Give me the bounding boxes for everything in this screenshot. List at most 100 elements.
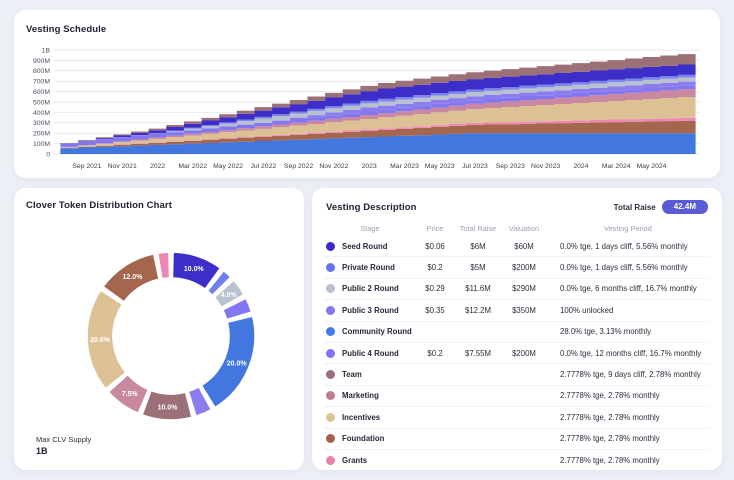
stage-vesting-period: 0.0% tge, 6 months cliff, 16.7% monthly	[560, 284, 697, 294]
area-series-seed-round[interactable]	[60, 64, 696, 144]
stage-color-dot	[326, 241, 335, 251]
token-distribution-title: Clover Token Distribution Chart	[26, 200, 172, 211]
stage-color-dot	[326, 305, 335, 315]
svg-text:Nov 2021: Nov 2021	[108, 163, 137, 170]
svg-text:7.5%: 7.5%	[122, 391, 139, 398]
donut-slice-public-4-round[interactable]	[187, 386, 213, 417]
stage-price: $0.29	[425, 284, 445, 294]
vesting-schedule-title: Vesting Schedule	[26, 24, 107, 35]
stage-total-raise: $11.6M	[465, 284, 491, 294]
stage-name: Incentives	[342, 412, 381, 422]
vesting-description-header: Vesting Description Total Raise 42.4M	[312, 188, 722, 220]
stage-price: $0.2	[427, 348, 443, 358]
svg-text:500M: 500M	[33, 99, 50, 106]
donut-slice-team[interactable]	[141, 389, 193, 421]
stage-vesting-period: 28.0% tge, 3.13% monthly	[560, 327, 652, 337]
table-row: Grants 2.7778% tge, 2.78% monthly	[326, 450, 708, 470]
donut-slice-private-round[interactable]	[206, 269, 232, 297]
svg-text:Sep 2022: Sep 2022	[284, 163, 313, 170]
svg-text:2024: 2024	[573, 163, 588, 170]
stage-color-dot	[326, 370, 335, 380]
stage-vesting-period: 2.7778% tge, 2.78% monthly	[560, 391, 660, 401]
donut-slice-foundation[interactable]	[102, 253, 160, 303]
stage-price: $0.35	[425, 305, 445, 315]
svg-text:1B: 1B	[42, 47, 51, 54]
svg-text:800M: 800M	[33, 68, 50, 75]
svg-text:2022: 2022	[150, 163, 165, 170]
svg-text:12.0%: 12.0%	[122, 274, 143, 281]
table-row: Team 2.7778% tge, 9 days cliff, 2.78% mon…	[326, 364, 708, 386]
svg-text:Nov 2023: Nov 2023	[531, 163, 560, 170]
stage-vesting-period: 0.0% tge, 12 months cliff, 16.7% monthly	[560, 348, 702, 358]
svg-text:Mar 2022: Mar 2022	[178, 163, 207, 170]
column-header-total-raise: Total Raise	[459, 223, 497, 233]
stage-vesting-period: 0.0% tge, 1 days cliff, 5.56% monthly	[560, 241, 688, 251]
area-series-grants[interactable]	[60, 117, 696, 148]
area-series-public-2-round[interactable]	[60, 77, 696, 144]
stage-color-dot	[326, 391, 335, 401]
donut-slice-public-2-round[interactable]	[213, 279, 245, 309]
svg-text:600M: 600M	[33, 89, 50, 96]
stage-vesting-period: 2.7778% tge, 2.78% monthly	[560, 434, 660, 444]
stage-name: Team	[342, 370, 362, 380]
stage-total-raise: $6M	[470, 241, 486, 251]
svg-text:10.0%: 10.0%	[158, 404, 179, 411]
stage-color-dot	[326, 284, 335, 294]
donut-slice-public-3-round[interactable]	[221, 297, 253, 321]
column-header-price: Price	[426, 223, 444, 233]
vesting-schedule-card: Vesting Schedule 0 100M 200M 300M 400M 500M 60…	[14, 10, 720, 178]
stage-name: Foundation	[342, 434, 385, 444]
stage-color-dot	[326, 348, 335, 358]
vesting-schedule-chart[interactable]: 0 100M 200M 300M 400M 500M 600M 700M 800M 900M 1B S…	[22, 36, 712, 176]
token-distribution-card: Clover Token Distribution Chart 10.0% 4.0…	[14, 188, 304, 470]
max-supply-block: Max CLV Supply 1B	[36, 435, 91, 456]
total-raise-wrap: Total Raise 42.4M	[614, 200, 708, 214]
donut-slice-grants[interactable]	[156, 251, 171, 280]
stage-valuation: $290M	[512, 284, 536, 294]
svg-text:Mar 2023: Mar 2023	[390, 163, 419, 170]
column-header-valuation: Valuation	[508, 223, 540, 233]
stage-name: Grants	[342, 455, 368, 465]
svg-text:0: 0	[46, 151, 50, 158]
area-series-public-3-round[interactable]	[60, 85, 696, 147]
stage-valuation: $200M	[512, 263, 536, 273]
svg-text:2023: 2023	[362, 163, 377, 170]
donut-slice-marketing[interactable]	[107, 373, 150, 415]
area-series-marketing[interactable]	[60, 89, 696, 148]
stage-vesting-period: 2.7778% tge, 2.78% monthly	[560, 412, 660, 422]
table-row: Public 4 Round $0.2 $7.55M $200M 0.0% tge, 1…	[326, 343, 708, 365]
area-series-public-4-round[interactable]	[60, 81, 696, 144]
table-row: Community Round 28.0% tge, 3.13% monthly	[326, 322, 708, 343]
stage-total-raise: $5M	[470, 263, 486, 273]
svg-text:May 2024: May 2024	[637, 163, 667, 170]
area-series-community-round[interactable]	[60, 133, 696, 154]
donut-slice-community-round[interactable]	[200, 315, 256, 409]
stage-color-dot	[326, 434, 335, 444]
area-series-incentives[interactable]	[60, 97, 696, 148]
stage-name: Public 2 Round	[342, 284, 399, 294]
svg-text:Mar 2024: Mar 2024	[602, 163, 631, 170]
svg-text:4.0%: 4.0%	[221, 292, 238, 299]
stage-vesting-period: 100% unlocked	[560, 305, 614, 315]
total-raise-badge: 42.4M	[661, 200, 708, 214]
token-distribution-donut-chart[interactable]: 10.0% 4.0% 20.0% 10.0% 7.5% 20.0% 12.0%	[39, 234, 279, 434]
stage-name: Public 4 Round	[342, 348, 399, 358]
donut-slice-seed-round[interactable]	[171, 251, 222, 290]
svg-text:Sep 2023: Sep 2023	[496, 163, 525, 170]
stage-name: Seed Round	[342, 241, 388, 251]
table-row: Private Round $0.2 $5M $200M 0.0% tge, 1 day…	[326, 257, 708, 279]
svg-text:Nov 2022: Nov 2022	[319, 163, 348, 170]
area-series-foundation[interactable]	[60, 120, 696, 149]
donut-slice-incentives[interactable]	[86, 289, 127, 390]
svg-text:100M: 100M	[33, 141, 50, 148]
stage-valuation: $60M	[514, 241, 534, 251]
vesting-description-card: Vesting Description Total Raise 42.4M St…	[312, 188, 722, 470]
area-series-team[interactable]	[60, 54, 696, 144]
svg-text:900M: 900M	[33, 58, 50, 65]
svg-text:Jul 2023: Jul 2023	[462, 163, 488, 170]
stage-total-raise: $7.55M	[464, 348, 491, 358]
svg-text:May 2023: May 2023	[425, 163, 455, 170]
table-row: Incentives 2.7778% tge, 2.78% monthly	[326, 407, 708, 429]
vesting-table-body: Seed Round $0.06 $6M $60M 0.0% tge, 1 days c…	[312, 236, 722, 470]
stage-name: Community Round	[342, 327, 412, 337]
